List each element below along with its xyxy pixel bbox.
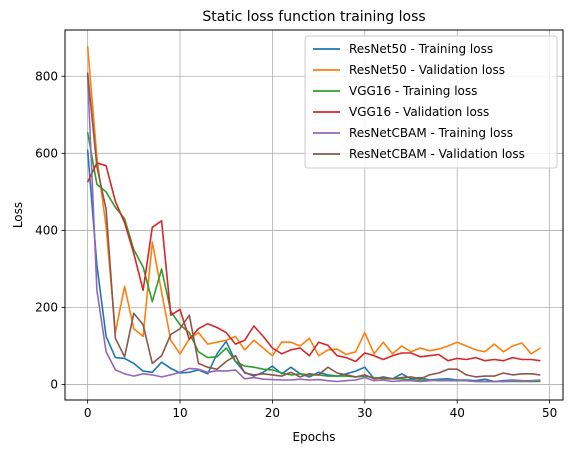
series-line — [86, 74, 541, 383]
series-line — [86, 72, 541, 380]
x-tick-label: 0 — [84, 406, 92, 420]
legend-entry: ResNetCBAM - Validation loss — [349, 147, 525, 161]
legend-entry: ResNet50 - Training loss — [349, 42, 493, 56]
y-tick-label: 400 — [35, 223, 58, 237]
x-tick-label: 40 — [450, 406, 465, 420]
series-lines — [86, 46, 541, 383]
legend-entry: VGG16 - Validation loss — [349, 105, 489, 119]
y-tick-label: 800 — [35, 69, 58, 83]
legend-entry: VGG16 - Training loss — [349, 84, 477, 98]
legend: ResNet50 - Training loss ResNet50 - Valid… — [304, 35, 558, 169]
series-line — [86, 46, 541, 357]
series-line — [86, 162, 541, 363]
legend-entry: ResNetCBAM - Training loss — [349, 126, 513, 140]
x-axis-ticks: 0 10 20 30 40 50 — [84, 400, 557, 420]
legend-entry: ResNet50 - Validation loss — [349, 63, 505, 77]
y-tick-label: 200 — [35, 301, 58, 315]
x-axis-label: Epochs — [293, 430, 336, 444]
x-tick-label: 20 — [265, 406, 280, 420]
x-tick-label: 50 — [542, 406, 557, 420]
x-tick-label: 10 — [172, 406, 187, 420]
y-tick-label: 0 — [50, 378, 58, 392]
legend-box — [304, 35, 558, 169]
chart-title: Static loss function training loss — [202, 9, 425, 25]
y-axis-label: Loss — [11, 202, 25, 228]
y-axis-ticks: 0 200 400 600 800 — [35, 69, 65, 392]
y-tick-label: 600 — [35, 146, 58, 160]
plot-frame — [64, 29, 564, 401]
x-tick-label: 30 — [357, 406, 372, 420]
